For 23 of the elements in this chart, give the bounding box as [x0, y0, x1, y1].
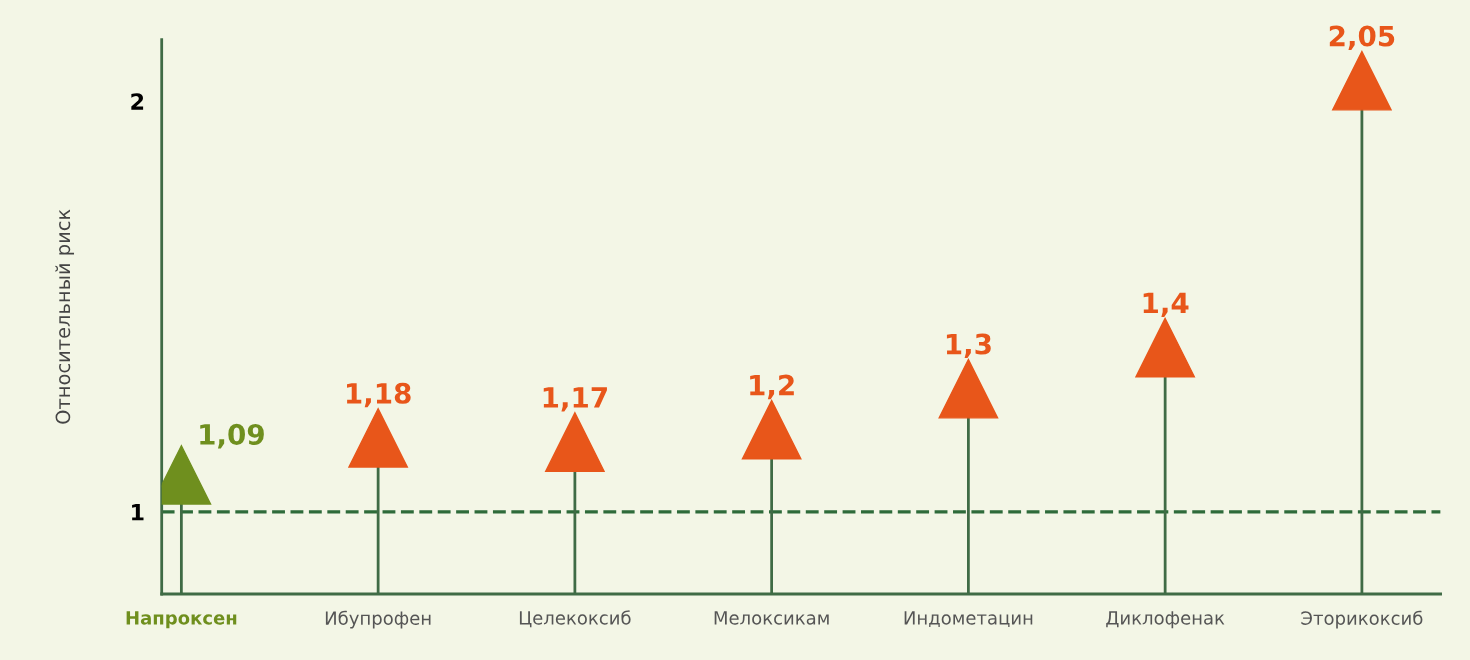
y-axis-title: Относительный риск	[55, 209, 75, 424]
data-label: 1,17	[543, 387, 607, 412]
data-label: 1,18	[347, 382, 411, 408]
x-tick-label: Целекоксиб	[519, 610, 631, 628]
data-label: 2,05	[1329, 25, 1395, 51]
point	[1135, 317, 1196, 378]
point	[938, 358, 999, 419]
x-tick-label: Ибупрофен	[325, 610, 431, 629]
x-tick-label: Напроксен	[126, 611, 237, 629]
data-label: 1,3	[946, 333, 991, 359]
y-tick-label: 1	[132, 504, 144, 521]
x-tick-label: Мелоксикам	[714, 611, 829, 625]
y-tick-label: 2	[131, 93, 144, 110]
point	[1332, 50, 1392, 111]
point	[545, 412, 605, 472]
x-tick-label: Индометацин	[904, 611, 1033, 627]
point	[741, 399, 802, 460]
data-label: 1,09	[200, 423, 264, 449]
data-label: 1,4	[1143, 292, 1189, 318]
x-tick-label: Эторикоксиб	[1301, 610, 1423, 629]
point	[348, 408, 408, 468]
x-tick-label: Диклофенак	[1106, 611, 1225, 629]
data-label: 1,2	[750, 374, 794, 400]
